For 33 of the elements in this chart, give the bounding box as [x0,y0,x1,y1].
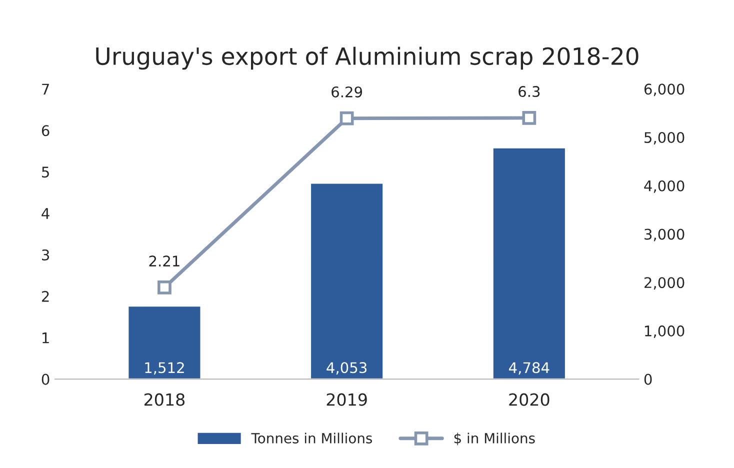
bar [127,305,202,380]
y-tick-label: 5 [42,166,49,178]
legend-label: $ in Millions [454,432,535,446]
y2-tick-label: 2,000 [644,277,684,290]
point [522,110,536,125]
y-tick-label: 1 [42,332,49,344]
y-tick-label: 2 [42,290,49,302]
data-label: 2.21 [149,256,180,266]
legend-label: Tonnes in Millions [251,432,372,444]
data-label: 6.29 [332,86,362,98]
y2-tick-label: 0 [644,374,652,385]
y2-tick-label: 5,000 [644,132,684,145]
y-tick-label: 6 [42,125,50,136]
point [340,111,354,126]
y2-tick-label: 6,000 [644,84,684,96]
x-tick-label: 2018 [144,393,185,406]
point [158,280,172,294]
y2-tick-label: 1,000 [645,325,684,338]
bar [310,182,384,380]
y-tick-label: 4 [42,208,50,219]
data-label: 4,784 [509,362,550,375]
x-tick-label: 2020 [509,393,550,406]
data-label: 6.3 [518,86,540,98]
chart-title: Uruguay's export of Aluminium scrap 2018-20 [96,46,638,70]
y2-tick-label: 3,000 [644,228,684,242]
y-tick-label: 0 [42,374,50,385]
bar [492,147,566,380]
y2-tick-label: 4,000 [644,180,684,193]
y-tick-label: 7 [42,84,49,94]
x-tick-label: 2019 [326,393,367,406]
data-label: 4,053 [326,362,367,375]
y-tick-label: 3 [42,249,50,260]
data-label: 1,512 [145,362,184,375]
